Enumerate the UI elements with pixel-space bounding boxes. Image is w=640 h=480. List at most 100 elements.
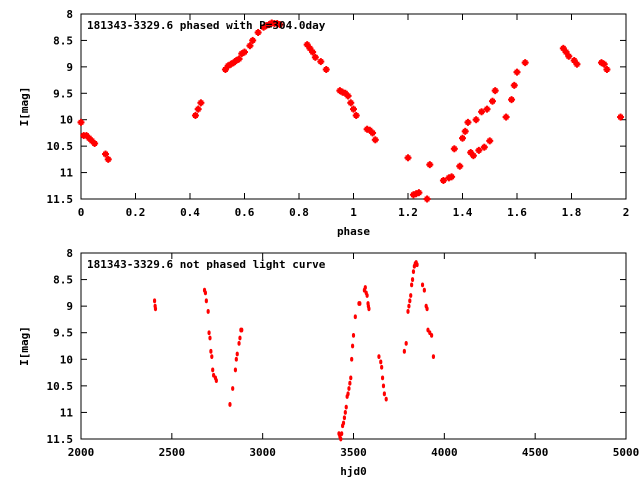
data-point (238, 335, 242, 341)
data-point (353, 314, 357, 320)
y-tick-label: 9 (66, 61, 73, 74)
data-point (235, 55, 243, 63)
y-axis-label: I[mag] (18, 326, 31, 366)
data-point (406, 309, 410, 314)
y-tick-label: 9 (66, 300, 73, 313)
x-tick-label: 1.6 (507, 206, 527, 219)
data-point (152, 298, 157, 304)
data-point (410, 277, 415, 282)
data-point (317, 58, 325, 66)
data-point (306, 44, 314, 52)
data-point (350, 343, 355, 349)
data-point (102, 150, 110, 158)
data-point (203, 290, 208, 296)
x-axis-label: phase (337, 225, 370, 238)
x-tick-label: 2000 (68, 446, 95, 459)
unphased-light-curve-panel: 2000 2500 3000 3500 4000 4500 5000 8 8.5 9 9.5 10 10… (18, 247, 639, 478)
data-point (246, 42, 254, 50)
data-point (194, 105, 202, 113)
x-tick-label: 3500 (340, 446, 367, 459)
data-point (570, 57, 578, 65)
data-point (197, 99, 205, 107)
y-tick-label: 9.5 (53, 327, 73, 340)
data-point (350, 105, 357, 113)
data-point (411, 269, 416, 274)
data-point (472, 116, 480, 124)
data-point (380, 364, 384, 370)
data-point (91, 140, 99, 147)
data-point (459, 134, 466, 142)
x-tick-label: 1.4 (453, 206, 473, 219)
data-point (339, 436, 343, 442)
data-point (254, 29, 262, 36)
data-point (210, 354, 214, 360)
data-point (478, 108, 486, 116)
data-point (221, 66, 229, 73)
data-point (341, 420, 346, 426)
data-point (423, 195, 431, 203)
y-tick-label: 10.5 (47, 380, 74, 393)
y-tick-label: 9.5 (53, 87, 73, 100)
y-tick-label: 10.5 (47, 140, 74, 153)
data-point (346, 391, 350, 397)
data-point (208, 335, 212, 341)
data-point (348, 380, 352, 386)
data-point (228, 402, 232, 407)
data-point (358, 301, 362, 306)
data-point (420, 282, 425, 288)
data-point (276, 21, 284, 29)
data-point (381, 383, 386, 389)
data-point (475, 146, 483, 154)
data-point (617, 113, 625, 121)
y-tick-label: 11 (60, 167, 74, 180)
data-point (461, 127, 469, 135)
data-point (153, 306, 158, 312)
x-tick-label: 0.6 (235, 206, 255, 219)
data-point (431, 354, 436, 360)
data-point (104, 155, 112, 163)
data-point (209, 348, 213, 354)
data-point (351, 332, 356, 338)
data-point (311, 53, 319, 61)
y-tick-label: 11 (60, 406, 74, 419)
data-point (404, 340, 408, 346)
data-point (430, 332, 434, 338)
data-point (350, 356, 354, 362)
y-axis-label: I[mag] (18, 87, 31, 127)
data-point (363, 285, 367, 290)
chart-title: 181343-3329.6 phased with P=304.0day (87, 19, 326, 32)
y-tick-label: 11.5 (47, 193, 74, 206)
x-tick-label: 2500 (159, 446, 186, 459)
x-tick-label: 4500 (522, 446, 549, 459)
data-point (240, 327, 244, 333)
data-point (491, 87, 499, 95)
data-point (234, 356, 238, 362)
data-point (426, 161, 434, 169)
x-tick-label: 1 (350, 206, 357, 219)
data-point (231, 386, 235, 391)
data-point (347, 386, 351, 391)
data-point (508, 96, 516, 104)
data-point (573, 60, 581, 68)
data-point (513, 68, 521, 76)
x-tick-label: 3000 (249, 446, 276, 459)
data-point (365, 293, 369, 298)
data-point (480, 143, 488, 151)
data-point (303, 41, 311, 49)
data-point (342, 415, 347, 421)
x-tick-label: 0 (78, 206, 85, 219)
data-point (371, 136, 379, 144)
data-point (415, 262, 419, 268)
data-point (233, 367, 238, 373)
data-point (382, 391, 386, 397)
data-point (402, 348, 406, 354)
y-tick-label: 8.5 (53, 274, 73, 287)
data-point (204, 298, 208, 304)
data-point (464, 118, 472, 126)
data-point (450, 145, 458, 153)
phased-light-curve-panel: 0 0.2 0.4 0.6 0.8 1 1.2 1.4 1.6 1.8 2 8 8.5 9 9.5 10 10.… (18, 8, 629, 238)
data-point (207, 330, 211, 336)
y-tick-label: 8.5 (53, 34, 73, 47)
x-tick-label: 1.8 (562, 206, 582, 219)
